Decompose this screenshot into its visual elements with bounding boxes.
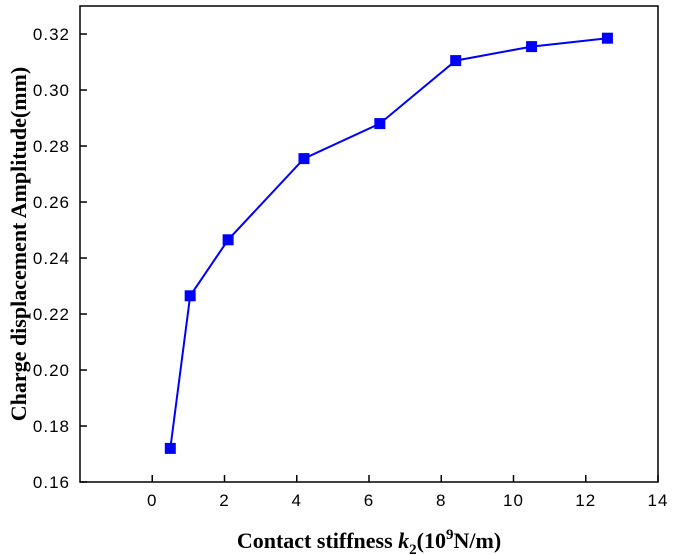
y-tick-label: 0.30 (33, 81, 70, 100)
x-tick-label: 14 (648, 491, 669, 510)
data-point-marker (601, 32, 613, 44)
x-axis: 0 2 4 6 8 10 12 14 (147, 475, 669, 510)
y-tick-label: 0.28 (33, 137, 70, 156)
data-point-marker (184, 290, 196, 302)
data-point-marker (526, 41, 538, 53)
series-line (169, 37, 608, 449)
y-tick-label: 0.26 (33, 193, 70, 212)
y-tick-label: 0.24 (33, 249, 70, 268)
data-point-marker (298, 153, 310, 165)
data-point-marker (164, 442, 176, 454)
x-axis-label-unit-open: (10 (417, 528, 446, 553)
data-point-marker (222, 234, 234, 246)
x-tick-label: 8 (436, 491, 446, 510)
x-tick-label: 4 (292, 491, 302, 510)
series-layer (164, 32, 613, 454)
y-tick-label: 0.20 (33, 361, 70, 380)
x-tick-label: 2 (219, 491, 229, 510)
data-point-marker (450, 55, 462, 67)
x-axis-label-prefix: Contact stiffness (237, 528, 398, 553)
x-axis-label: Contact stiffness k2(109N/m) (237, 527, 501, 555)
y-tick-label: 0.22 (33, 305, 70, 324)
y-axis-label: Charge displacement Amplitude(mm) (6, 67, 31, 421)
x-axis-label-unit-close: N/m) (454, 528, 502, 553)
y-axis: 0.16 0.18 0.20 0.22 0.24 0.26 0.28 0.30 0.32 (33, 25, 87, 492)
data-point-marker (374, 118, 386, 130)
y-tick-label: 0.18 (33, 417, 70, 436)
y-tick-label: 0.32 (33, 25, 70, 44)
x-axis-label-variable: k (398, 528, 409, 553)
x-axis-label-superscript: 9 (446, 527, 454, 543)
x-tick-label: 6 (364, 491, 374, 510)
plot-area-frame (79, 5, 659, 483)
x-tick-label: 10 (503, 491, 524, 510)
x-axis-label-subscript: 2 (409, 542, 417, 555)
y-tick-label: 0.16 (33, 473, 70, 492)
x-tick-label: 12 (575, 491, 596, 510)
x-tick-label: 0 (147, 491, 157, 510)
